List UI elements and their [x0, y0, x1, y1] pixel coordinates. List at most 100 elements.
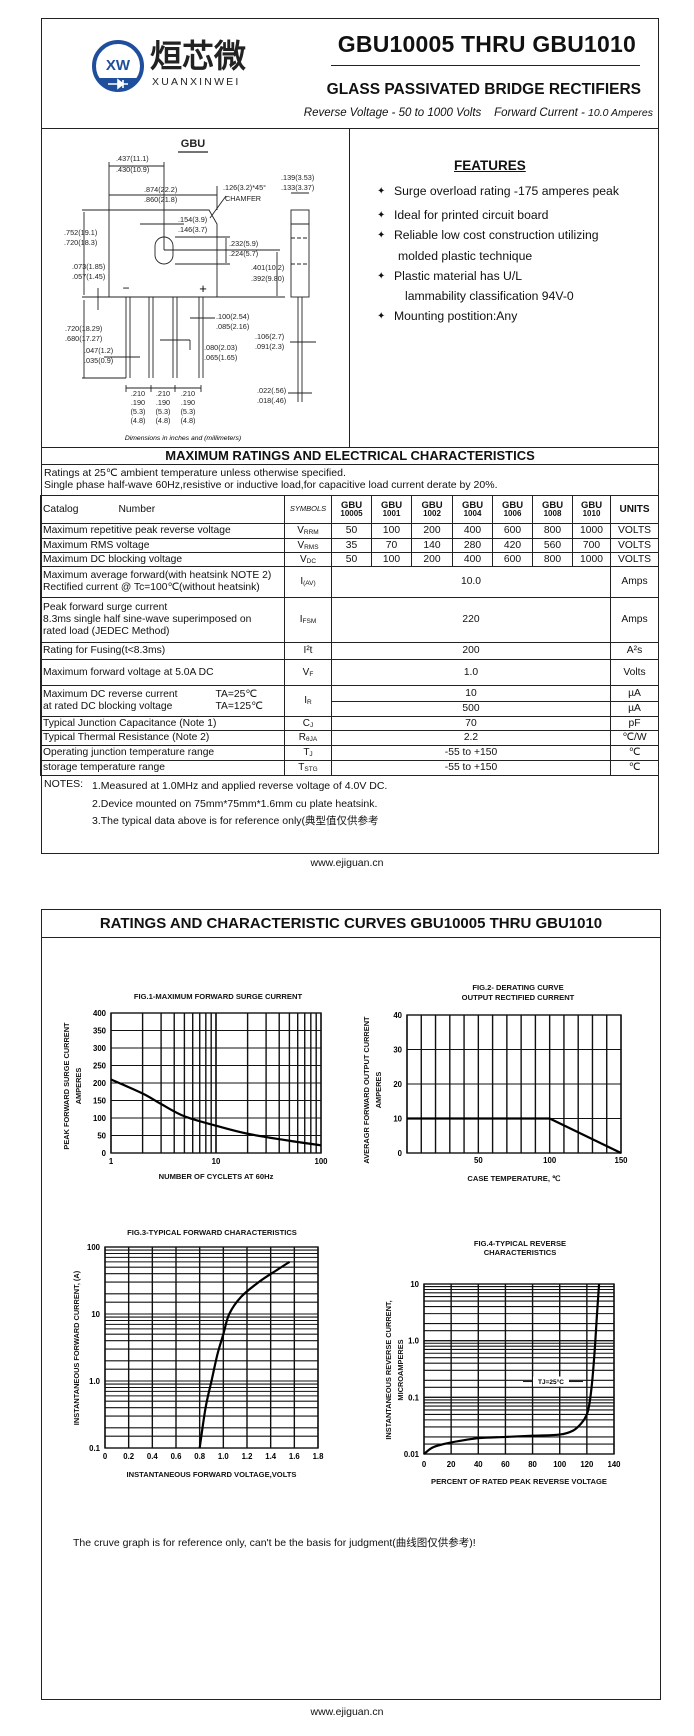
y-tick-label: 400 [93, 1009, 107, 1018]
curves-title-divider [41, 937, 661, 938]
svg-text:.035(0.9): .035(0.9) [84, 356, 113, 365]
chart-2: 50 100 150 0 10 20 30 40 [393, 1011, 628, 1165]
data-series-line [110, 1078, 322, 1147]
x-tick-label: 0.8 [194, 1452, 206, 1461]
dimension-labels: .437(11.1) .430(10.9) .874(22.2) .860(21… [64, 154, 314, 405]
ratings-note-1: Ratings at 25℃ ambient temperature unles… [44, 467, 346, 479]
chart-title: FIG.3-TYPICAL FORWARD CHARACTERISTICS [127, 1228, 297, 1237]
svg-text:.392(9.80): .392(9.80) [251, 274, 284, 283]
minus-terminal: − [122, 281, 129, 295]
svg-text:.752(19.1): .752(19.1) [64, 228, 97, 237]
y-tick-label: 0 [398, 1149, 403, 1158]
bullet-icon: ✦ [377, 186, 386, 197]
bullet-icon: ✦ [377, 210, 386, 221]
x-tick-label: 120 [580, 1460, 594, 1469]
feature-item: Ideal for printed circuit board [394, 208, 549, 222]
param-cell: Maximum average forward(with heatsink NO… [40, 566, 285, 598]
value-cell: 10.0 [331, 566, 611, 598]
svg-text:.232(5.9): .232(5.9) [229, 239, 258, 248]
x-tick-label: 100 [314, 1157, 328, 1166]
svg-text:.085(2.16): .085(2.16) [216, 322, 249, 331]
x-tick-label: 40 [474, 1460, 483, 1469]
chart-title: OUTPUT RECTIFIED CURRENT [461, 993, 575, 1002]
page-1-footer-link[interactable]: www.ejiguan.cn [310, 857, 384, 869]
svg-text:.190: .190 [156, 398, 170, 407]
feature-item: molded plastic technique [398, 249, 533, 263]
table-header-row: Catalog Number SYMBOLS GBU 10005 GBU 1001 G… [40, 495, 659, 524]
page-1-frame [41, 18, 659, 854]
x-tick-label: 100 [543, 1156, 557, 1165]
x-tick-label: 1 [109, 1157, 114, 1166]
param-cell: storage temperature range [40, 760, 285, 776]
table-row: 500 µA [41, 701, 659, 717]
bullet-icon: ✦ [377, 311, 386, 322]
chart-4: 0 20 40 60 80 100 120 140 0.01 0.1 1.0 10 TJ=25°C [404, 1280, 621, 1469]
table-row: Typical Junction Capacitance (Note 1) CJ… [40, 716, 659, 731]
svg-text:(4.8): (4.8) [180, 416, 195, 425]
x-tick-label: 1.0 [218, 1452, 230, 1461]
symbol-cell: IFSM [284, 597, 332, 643]
y-tick-label: 1.0 [89, 1377, 101, 1386]
package-outline [82, 162, 316, 402]
logo-chinese: 烜芯微 [150, 38, 247, 74]
data-series-line [407, 1117, 622, 1154]
y-axis-label: MICROAMPERES [396, 1339, 405, 1401]
svg-text:.430(10.9): .430(10.9) [116, 165, 149, 174]
curves-disclaimer: The cruve graph is for reference only, c… [73, 1537, 476, 1549]
x-tick-label: 150 [614, 1156, 628, 1165]
y-tick-label: 10 [410, 1280, 419, 1289]
table-row: Peak forward surge current 8.3ms single h… [40, 597, 659, 643]
logo-mark-icon: XW [92, 40, 144, 92]
svg-text:.146(3.7): .146(3.7) [178, 225, 207, 234]
chart-1: 1 10 100 0 50 100 150 200 250 300 350 400 [93, 1009, 328, 1166]
column-divider [349, 128, 350, 447]
x-tick-label: 100 [553, 1460, 567, 1469]
ratings-table: Catalog Number SYMBOLS GBU 10005 GBU 1001 G… [40, 495, 659, 776]
table-row: Maximum average forward(with heatsink NO… [40, 566, 659, 598]
unit-cell: Volts [610, 659, 659, 686]
x-tick-label: 1.4 [265, 1452, 277, 1461]
table-row: Maximum forward voltage at 5.0A DC VF 1.… [40, 659, 659, 686]
svg-text:.860(21.8): .860(21.8) [144, 195, 177, 204]
note-item: 3.The typical data above is for referenc… [92, 815, 379, 827]
forward-current-label: Forward Current - [494, 107, 585, 119]
part-header: GBU 1002 [411, 495, 453, 524]
y-tick-label: 0 [102, 1149, 107, 1158]
x-tick-label: 60 [501, 1460, 510, 1469]
svg-text:.210: .210 [156, 389, 170, 398]
ratings-summary: Reverse Voltage - 50 to 1000 Volts Forwa… [304, 107, 653, 119]
svg-text:.133(3.37): .133(3.37) [281, 183, 314, 192]
part-header: GBU 1010 [572, 495, 611, 524]
header-divider [41, 128, 659, 129]
x-axis-label: INSTANTANEOUS FORWARD VOLTAGE,VOLTS [126, 1470, 297, 1479]
part-header: GBU 1001 [371, 495, 412, 524]
y-tick-label: 250 [93, 1062, 107, 1071]
page-subtitle: GLASS PASSIVATED BRIDGE RECTIFIERS [326, 81, 641, 98]
y-tick-label: 40 [393, 1011, 402, 1020]
svg-text:.210: .210 [181, 389, 195, 398]
y-tick-label: 200 [93, 1079, 107, 1088]
y-tick-label: 350 [93, 1027, 107, 1036]
svg-text:(4.8): (4.8) [130, 416, 145, 425]
x-tick-label: 1.2 [242, 1452, 254, 1461]
page-2-footer-link[interactable]: www.ejiguan.cn [310, 1706, 384, 1718]
svg-text:.720(18.29): .720(18.29) [65, 324, 102, 333]
x-tick-label: 20 [447, 1460, 456, 1469]
data-series-line [198, 1260, 291, 1449]
x-tick-label: 140 [607, 1460, 621, 1469]
table-row: Operating junction temperature range TJ … [40, 745, 659, 761]
svg-text:.190: .190 [181, 398, 195, 407]
dimensions-caption: Dimensions in inches and (millimeters) [125, 435, 241, 442]
svg-text:(5.3): (5.3) [180, 407, 195, 416]
y-axis-label: AMPERES [74, 1067, 83, 1105]
title-underline [331, 65, 640, 66]
y-tick-label: 30 [393, 1046, 402, 1055]
y-axis-label: AMPERES [374, 1071, 383, 1109]
x-tick-label: 0.2 [123, 1452, 135, 1461]
notes-label: NOTES: [44, 778, 84, 790]
data-series-line [423, 1283, 601, 1455]
package-name: GBU [181, 138, 206, 150]
x-tick-label: 0.4 [147, 1452, 159, 1461]
unit-cell: ℃ [610, 760, 659, 776]
